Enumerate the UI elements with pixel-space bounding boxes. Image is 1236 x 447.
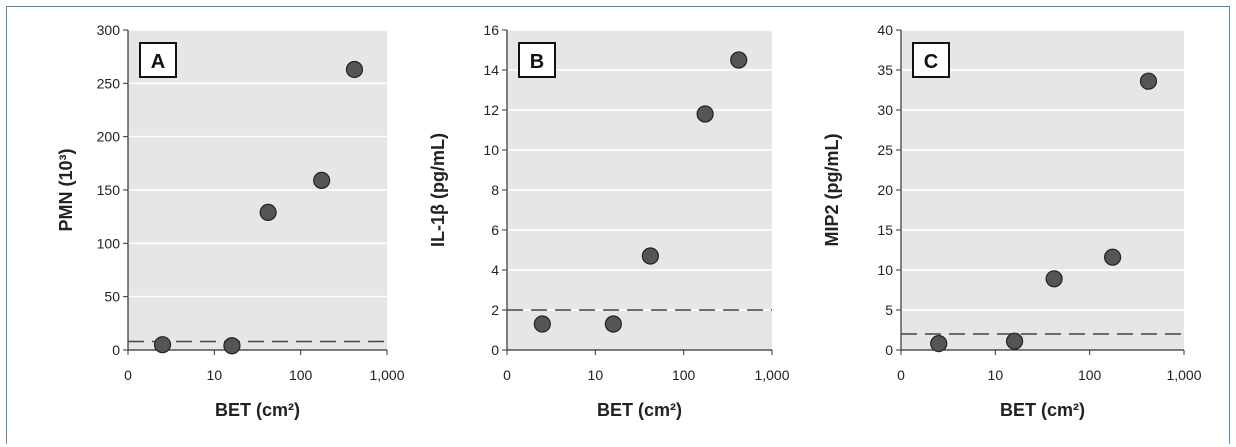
x-tick-label: 1,000: [754, 367, 789, 383]
y-tick-label: 25: [877, 142, 893, 158]
panel-letter-box: [518, 42, 556, 78]
y-tick-label: 6: [491, 222, 499, 238]
panel-letter: B: [530, 51, 544, 73]
y-tick-label: 4: [491, 262, 499, 278]
y-tick-label: 8: [491, 182, 499, 198]
chart-panel-b: 0 2 4 6 8 10 12 14 16 0 10 100 1,000 B BET (cm²) IL-1β …: [428, 22, 790, 420]
data-point: [641, 247, 659, 265]
data-point: [604, 315, 622, 333]
x-axis-label: BET (cm²): [215, 400, 300, 420]
y-axis-label: PMN (10³): [56, 148, 76, 231]
data-point: [930, 335, 948, 353]
x-tick-label: 10: [207, 367, 223, 383]
y-tick-label: 0: [491, 342, 499, 358]
y-axis-label: MIP2 (pg/mL): [822, 134, 842, 247]
chart-panel-a: 0 50 100 150 200 250 300 0 10 100 1,000 A BET (cm²) P…: [56, 22, 405, 420]
data-point: [313, 171, 331, 189]
y-tick-label: 10: [877, 262, 893, 278]
data-point: [223, 337, 241, 355]
data-point: [696, 105, 714, 123]
y-tick-label: 10: [483, 142, 499, 158]
y-tick-label: 15: [877, 222, 893, 238]
y-tick-label: 14: [483, 62, 499, 78]
y-tick-label: 12: [483, 102, 499, 118]
data-point: [533, 315, 551, 333]
y-tick-label: 50: [104, 289, 120, 305]
y-tick-label: 200: [97, 129, 121, 145]
y-tick-label: 20: [877, 182, 893, 198]
x-tick-label: 1,000: [1166, 367, 1201, 383]
y-tick-label: 300: [97, 22, 121, 38]
y-tick-label: 2: [491, 302, 499, 318]
x-tick-label: 10: [588, 367, 604, 383]
panel-letter: C: [924, 51, 938, 73]
x-axis-label: BET (cm²): [597, 400, 682, 420]
panel-letter-box: [139, 42, 177, 78]
y-tick-label: 16: [483, 22, 499, 38]
y-tick-label: 40: [877, 22, 893, 38]
y-axis-label: IL-1β (pg/mL): [428, 133, 448, 247]
x-tick-label: 0: [897, 367, 905, 383]
x-tick-label: 100: [289, 367, 313, 383]
panel-letter: A: [151, 51, 165, 73]
data-point: [1139, 72, 1158, 90]
x-tick-label: 0: [503, 367, 511, 383]
x-tick-label: 0: [124, 367, 132, 383]
y-tick-label: 150: [97, 182, 121, 198]
y-tick-label: 30: [877, 102, 893, 118]
figure-frame: [6, 6, 1230, 444]
chart-panel-c: 0 5 10 15 20 25 30 35 40 0 10 100 1,000 C BET (cm²) MIP…: [822, 22, 1202, 420]
panel-letter-box: [912, 42, 950, 78]
x-axis-label: BET (cm²): [1000, 400, 1085, 420]
x-tick-label: 10: [988, 367, 1004, 383]
y-tick-label: 0: [885, 342, 893, 358]
data-point: [1045, 270, 1063, 288]
y-tick-label: 0: [112, 342, 120, 358]
data-point: [345, 60, 364, 79]
data-point: [259, 203, 277, 221]
y-tick-label: 35: [877, 62, 893, 78]
data-point: [1103, 248, 1122, 266]
y-tick-label: 100: [97, 235, 121, 251]
y-tick-label: 5: [885, 302, 893, 318]
data-point: [730, 51, 748, 69]
x-tick-label: 100: [1078, 367, 1102, 383]
data-point: [153, 336, 172, 354]
x-tick-label: 100: [672, 367, 696, 383]
x-tick-label: 1,000: [369, 367, 404, 383]
data-point: [1005, 332, 1024, 350]
y-tick-label: 250: [97, 75, 121, 91]
